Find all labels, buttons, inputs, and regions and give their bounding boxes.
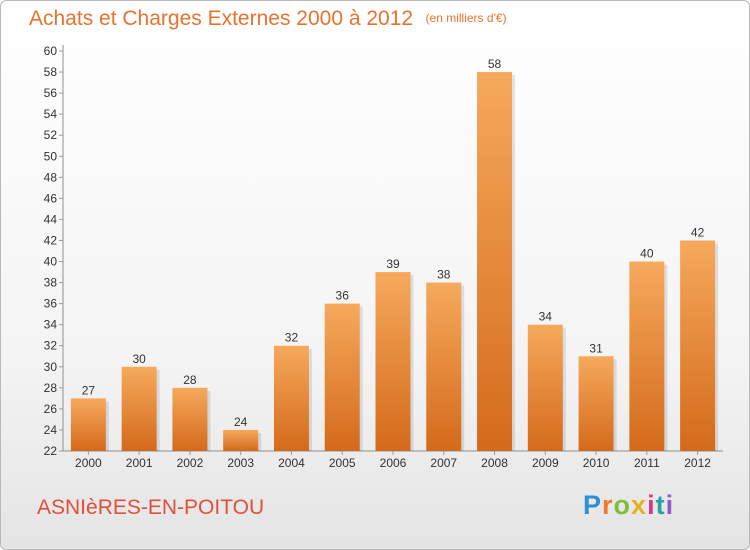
y-tick-label: 34 — [44, 318, 58, 332]
bar — [426, 282, 462, 451]
bars — [70, 72, 719, 451]
data-label: 39 — [386, 257, 400, 271]
y-tick-label: 36 — [44, 297, 58, 311]
bar — [477, 72, 513, 451]
y-tick-label: 26 — [44, 402, 58, 416]
title-row: Achats et Charges Externes 2000 à 2012 (… — [29, 7, 507, 31]
bar — [121, 366, 157, 451]
x-tick-label: 2010 — [583, 456, 610, 470]
y-tick-label: 42 — [44, 233, 58, 247]
data-label: 30 — [132, 352, 146, 366]
logo-letter: t — [655, 490, 666, 520]
data-labels: 27 30 28 24 32 36 39 38 58 34 31 40 42 — [82, 57, 705, 429]
logo-letter: x — [631, 490, 648, 520]
y-tick-label: 54 — [44, 107, 58, 121]
bar — [375, 272, 411, 451]
x-tick-label: 2004 — [278, 456, 305, 470]
x-axis: 2000 2001 2002 2003 2004 2005 2006 2007 2008 2009… — [63, 450, 723, 470]
y-tick-label: 32 — [44, 339, 58, 353]
chart-subtitle: (en milliers d'€) — [425, 11, 507, 25]
bar — [70, 398, 106, 451]
data-label: 27 — [82, 383, 96, 397]
logo-letter: r — [602, 490, 614, 520]
y-tick-label: 24 — [44, 423, 58, 437]
data-label: 32 — [285, 331, 299, 345]
y-tick-label: 60 — [44, 44, 58, 58]
logo-letter: i — [647, 490, 656, 520]
x-tick-label: 2000 — [75, 456, 102, 470]
y-tick-label: 50 — [44, 149, 58, 163]
y-tick-label: 30 — [44, 360, 58, 374]
bar — [172, 387, 208, 451]
y-tick-label: 48 — [44, 170, 58, 184]
x-tick-label: 2002 — [177, 456, 204, 470]
logo-letter: i — [665, 490, 675, 520]
bar — [324, 303, 360, 451]
y-tick-label: 22 — [44, 444, 58, 458]
proxiti-logo: Proxiti — [583, 490, 674, 521]
data-label: 58 — [488, 57, 502, 71]
x-tick-label: 2012 — [684, 456, 711, 470]
bar — [223, 429, 259, 451]
y-tick-label: 28 — [44, 381, 58, 395]
logo-letter: P — [583, 490, 603, 520]
x-tick-label: 2003 — [227, 456, 254, 470]
data-label: 42 — [691, 225, 705, 239]
data-label: 38 — [437, 268, 451, 282]
bar — [629, 261, 665, 451]
data-label: 36 — [336, 289, 350, 303]
data-label: 31 — [589, 341, 603, 355]
y-axis: 22 24 26 28 30 32 34 36 38 40 42 44 46 48 50 52 54 56 58 60 — [44, 44, 64, 458]
y-tick-label: 52 — [44, 128, 58, 142]
y-tick-label: 46 — [44, 191, 58, 205]
y-tick-label: 56 — [44, 86, 58, 100]
y-tick-label: 38 — [44, 276, 58, 290]
x-tick-label: 2006 — [380, 456, 407, 470]
bar — [680, 240, 716, 451]
x-tick-label: 2005 — [329, 456, 356, 470]
chart-title: Achats et Charges Externes 2000 à 2012 — [29, 7, 414, 30]
bar — [273, 345, 309, 451]
y-tick-label: 44 — [44, 212, 58, 226]
bar — [578, 356, 614, 451]
commune-name: ASNIèRES-EN-POITOU — [37, 496, 265, 519]
x-tick-label: 2008 — [481, 456, 508, 470]
y-tick-label: 40 — [44, 255, 58, 269]
data-label: 28 — [183, 373, 197, 387]
x-tick-label: 2001 — [126, 456, 153, 470]
bar — [527, 324, 563, 451]
data-label: 40 — [640, 247, 654, 261]
data-label: 24 — [234, 415, 248, 429]
x-tick-label: 2009 — [532, 456, 559, 470]
logo-letter: o — [613, 490, 632, 520]
x-tick-label: 2011 — [634, 456, 660, 470]
y-tick-label: 58 — [44, 65, 58, 79]
x-tick-label: 2007 — [430, 456, 457, 470]
data-label: 34 — [539, 310, 553, 324]
